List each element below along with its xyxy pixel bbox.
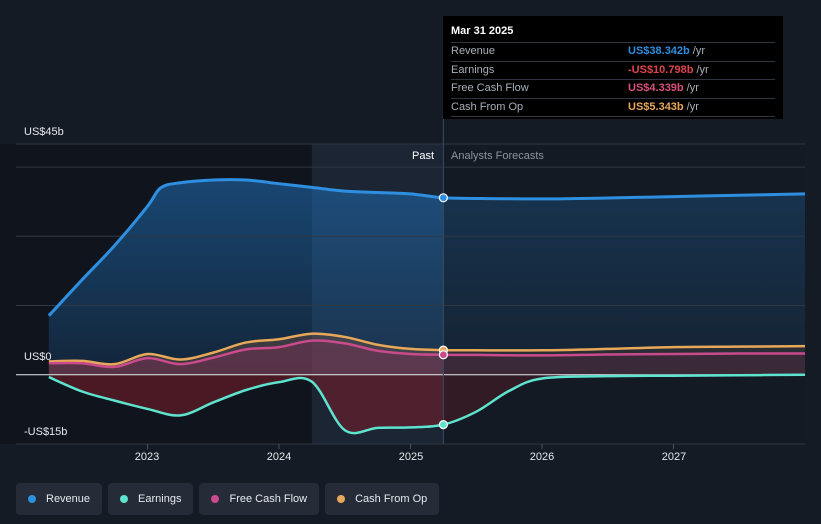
x-tick-label-2027: 2027 [661, 451, 687, 463]
revenue-area [48, 179, 805, 375]
x-tick-label-2026: 2026 [529, 451, 555, 463]
free-cash-flow-line [48, 339, 806, 369]
legend-dot-icon [337, 495, 346, 503]
y-tick-label-bottom: -US$15b [24, 426, 68, 438]
tooltip-label: Revenue [451, 45, 496, 57]
tooltip-value: US$5.343b/yr [628, 100, 699, 113]
earnings-area [48, 374, 805, 434]
tooltip-row-free-cash-flow: Free Cash Flow US$4.339b/yr [451, 80, 775, 99]
legend-label: Free Cash Flow [229, 493, 308, 505]
data-tooltip: Mar 31 2025 Revenue US$38.342b/yr Earnin… [443, 16, 783, 119]
legend-item-revenue[interactable]: Revenue [16, 483, 103, 515]
legend-dot-icon [28, 495, 36, 503]
tooltip-label: Cash From Op [451, 100, 524, 113]
tooltip-label: Earnings [451, 63, 495, 76]
free-cash-flow-area [48, 340, 805, 375]
tooltip-value: US$4.339b/yr [628, 82, 699, 94]
cash-from-op-line [48, 332, 806, 366]
legend-label: Revenue [46, 493, 91, 505]
legend-dot-icon [120, 495, 129, 503]
legend-item-earnings[interactable]: Earnings [108, 483, 194, 515]
past-region-label: Past [412, 150, 435, 162]
revenue-marker [438, 193, 448, 203]
tooltip-row-cash-from-op: Cash From Op US$5.343b/yr [451, 99, 775, 117]
tooltip-value: US$38.342b/yr [628, 45, 705, 57]
legend-item-free-cash-flow[interactable]: Free Cash Flow [199, 483, 320, 515]
forecast-region-label: Analysts Forecasts [451, 150, 544, 162]
y-tick-label-zero: US$0 [24, 351, 52, 363]
earnings-marker [438, 420, 448, 430]
chart-legend: Revenue Earnings Free Cash Flow Cash Fro… [16, 483, 440, 515]
tooltip-label: Free Cash Flow [451, 82, 529, 94]
free-cash-flow-marker [438, 350, 448, 360]
legend-label: Cash From Op [355, 493, 428, 505]
x-tick-label-2025: 2025 [398, 451, 424, 463]
x-tick-label-2023: 2023 [134, 451, 160, 463]
revenue-line [47, 178, 806, 317]
tooltip-row-earnings: Earnings -US$10.798b/yr [451, 62, 775, 80]
x-tick-label-2024: 2024 [266, 451, 292, 463]
legend-label: Earnings [138, 493, 182, 505]
tooltip-row-revenue: Revenue US$38.342b/yr [451, 43, 775, 62]
y-tick-label-top: US$45b [24, 126, 64, 138]
tooltip-date: Mar 31 2025 [451, 24, 775, 43]
legend-dot-icon [211, 495, 220, 503]
tooltip-value: -US$10.798b/yr [628, 63, 709, 76]
earnings-line [48, 373, 806, 435]
legend-item-cash-from-op[interactable]: Cash From Op [325, 483, 440, 515]
